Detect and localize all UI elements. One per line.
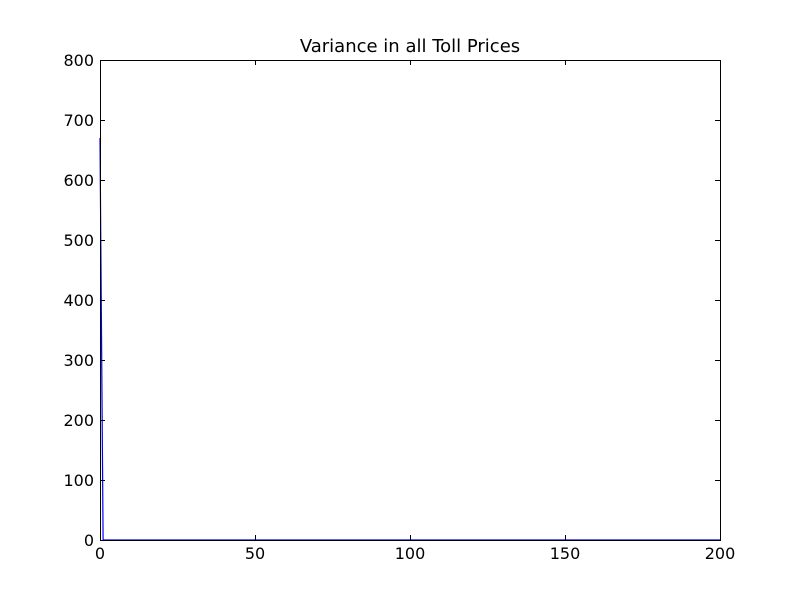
y-tick-label: 0: [84, 531, 94, 550]
y-tick-label: 700: [63, 111, 94, 130]
y-tick-label: 800: [63, 51, 94, 70]
y-axis: 0 100 200 300 400 500 600 700 800: [63, 51, 720, 550]
y-tick-label: 400: [63, 291, 94, 310]
y-tick-label: 300: [63, 351, 94, 370]
plot-series: [99, 137, 720, 541]
y-tick-label: 500: [63, 231, 94, 250]
y-tick-label: 100: [63, 471, 94, 490]
series-line: [99, 137, 720, 541]
x-tick-label: 50: [245, 544, 265, 563]
x-tick-label: 200: [705, 544, 736, 563]
y-tick-label: 200: [63, 411, 94, 430]
x-tick-label: 150: [550, 544, 581, 563]
plot-frame: [100, 60, 721, 541]
x-tick-label: 0: [95, 544, 105, 563]
x-axis: 0 50 100 150 200: [95, 60, 735, 563]
x-tick-label: 100: [395, 544, 426, 563]
chart-title: Variance in all Toll Prices: [300, 36, 520, 57]
y-tick-label: 600: [63, 171, 94, 190]
